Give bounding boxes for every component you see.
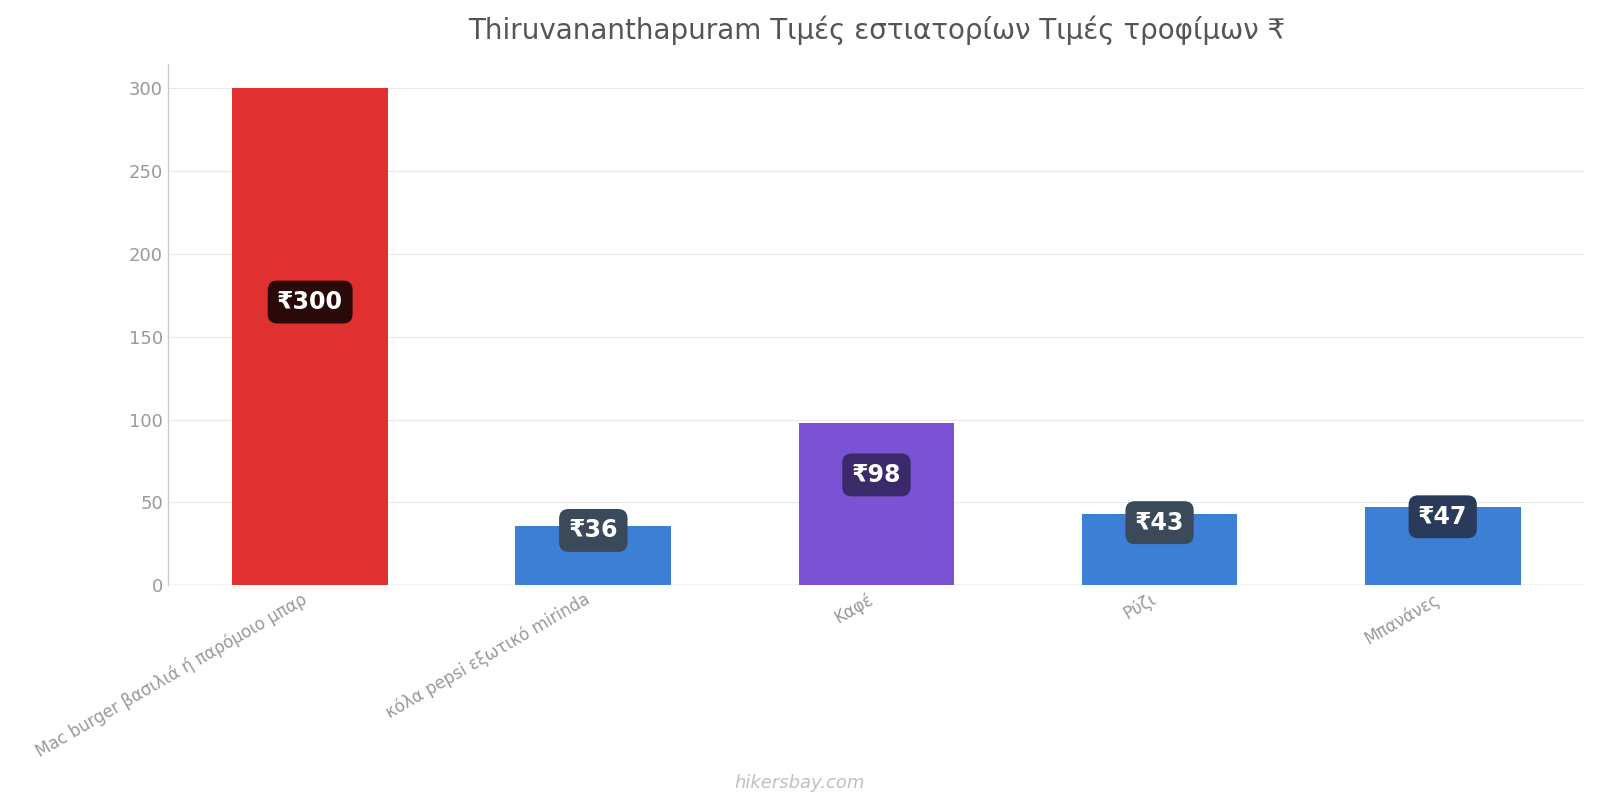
Title: Thiruvananthapuram Τιμές εστιατορίων Τιμές τροφίμων ₹: Thiruvananthapuram Τιμές εστιατορίων Τιμ… <box>467 15 1285 45</box>
Text: hikersbay.com: hikersbay.com <box>734 774 866 792</box>
Text: ₹98: ₹98 <box>851 463 901 487</box>
Text: ₹300: ₹300 <box>277 290 342 314</box>
Text: ₹47: ₹47 <box>1418 505 1467 529</box>
Bar <box>515 526 670 586</box>
Bar <box>232 88 389 586</box>
Bar <box>798 423 954 586</box>
Text: ₹36: ₹36 <box>568 518 618 542</box>
Text: ₹43: ₹43 <box>1134 510 1184 534</box>
Bar <box>1365 507 1520 586</box>
Bar <box>1082 514 1237 586</box>
